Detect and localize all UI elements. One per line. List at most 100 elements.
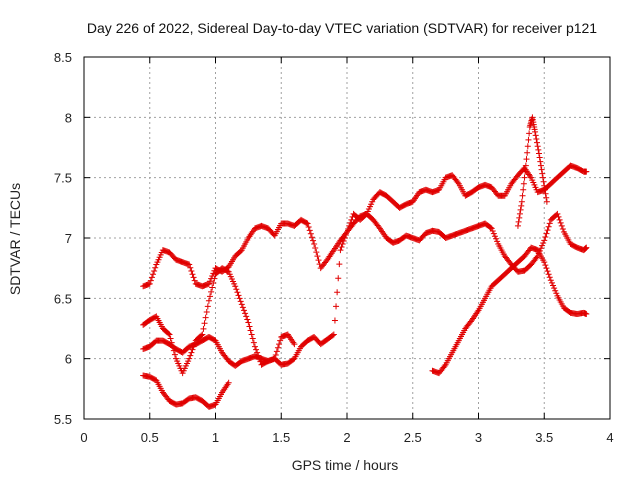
x-tick-label: 1 <box>212 430 219 445</box>
data-point <box>166 331 173 338</box>
data-point <box>548 279 555 286</box>
data-point <box>146 280 153 287</box>
y-tick-label: 7.5 <box>54 171 72 186</box>
data-point <box>167 335 174 342</box>
data-point <box>237 248 244 255</box>
data-point <box>534 139 541 146</box>
data-point <box>304 220 311 227</box>
data-point <box>233 286 240 293</box>
data-point <box>336 261 343 268</box>
y-tick-label: 8 <box>65 110 72 125</box>
y-tick-label: 5.5 <box>54 412 72 427</box>
data-point <box>522 162 529 169</box>
data-point <box>555 213 562 220</box>
data-point <box>334 289 341 296</box>
data-point <box>247 327 254 334</box>
data-point <box>147 277 154 284</box>
data-point <box>559 225 566 232</box>
data-point <box>539 174 546 181</box>
data-point <box>533 136 540 143</box>
data-point <box>210 280 217 287</box>
data-point <box>203 309 210 316</box>
data-point <box>205 280 212 287</box>
data-point <box>554 210 561 217</box>
data-point <box>189 271 196 278</box>
data-point <box>188 267 195 274</box>
data-point <box>253 346 260 353</box>
y-tick-labels: 5.5 6 6.5 7 7.5 8 8.5 <box>54 50 72 427</box>
data-point <box>518 198 525 205</box>
data-point <box>303 219 310 226</box>
data-point <box>307 230 314 237</box>
data-point <box>487 224 494 231</box>
data-point <box>239 304 246 311</box>
data-point <box>518 202 525 209</box>
data-point <box>454 179 461 186</box>
data-point <box>523 156 530 163</box>
y-tick-label: 6 <box>65 352 72 367</box>
x-tick-label: 2.5 <box>404 430 422 445</box>
data-point <box>543 194 550 201</box>
data-point <box>532 132 539 139</box>
data-point <box>491 233 498 240</box>
x-tick-label: 3 <box>475 430 482 445</box>
data-point <box>540 178 547 185</box>
data-point <box>250 339 257 346</box>
x-tick-label: 2 <box>343 430 350 445</box>
data-point <box>308 234 315 241</box>
data-point <box>535 146 542 153</box>
data-point <box>545 223 552 230</box>
data-point <box>205 297 212 304</box>
data-point <box>152 264 159 271</box>
series-track-d <box>140 372 232 410</box>
data-point <box>489 227 496 234</box>
data-point <box>333 303 340 310</box>
series-track-b <box>140 210 590 377</box>
data-point <box>339 241 346 248</box>
data-point <box>199 331 206 338</box>
data-point <box>271 355 278 362</box>
data-point <box>524 149 531 156</box>
data-point <box>313 249 320 256</box>
x-tick-label: 0.5 <box>141 430 159 445</box>
data-point <box>537 245 544 252</box>
data-point <box>190 274 197 281</box>
x-tick-label: 0 <box>80 430 87 445</box>
data-point <box>243 313 250 320</box>
data-point <box>526 130 533 137</box>
x-tick-label: 1.5 <box>272 430 290 445</box>
data-point <box>273 348 280 355</box>
data-point <box>200 325 207 332</box>
data-point <box>539 170 546 177</box>
x-tick-label: 4 <box>606 430 613 445</box>
data-point <box>521 174 528 181</box>
data-point <box>467 318 474 325</box>
data-point <box>557 219 564 226</box>
data-point <box>545 271 552 278</box>
data-point <box>546 274 553 281</box>
data-point <box>186 355 193 362</box>
data-point <box>338 244 345 251</box>
data-point <box>348 216 355 223</box>
data-point <box>310 237 317 244</box>
data-point <box>188 349 195 356</box>
data-point <box>542 233 549 240</box>
data-point <box>342 231 349 238</box>
data-point <box>335 275 342 282</box>
data-point <box>583 244 590 251</box>
series-track-c <box>140 331 298 369</box>
data-point <box>522 168 529 175</box>
y-axis-label: SDTVAR / TECUs <box>7 183 23 295</box>
data-point <box>441 363 448 370</box>
data-point <box>543 230 550 237</box>
x-axis-label: GPS time / hours <box>292 457 399 473</box>
data-point <box>330 331 337 338</box>
data-point <box>234 289 241 296</box>
data-point <box>323 258 330 265</box>
data-point <box>541 259 548 266</box>
data-point <box>208 288 215 295</box>
data-point <box>312 245 319 252</box>
data-point <box>542 190 549 197</box>
data-point <box>532 128 539 135</box>
